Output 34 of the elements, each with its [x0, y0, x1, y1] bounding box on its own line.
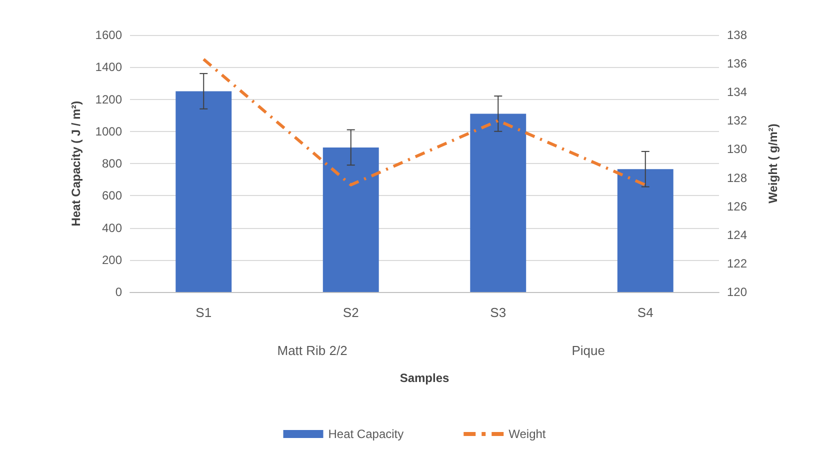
x-tick-label: S4: [637, 305, 654, 320]
y-tick-label: 1600: [95, 28, 122, 42]
y2-axis-title: Weight ( g/m²): [766, 124, 780, 204]
y-tick-label: 0: [115, 285, 122, 299]
x-tick-label: S1: [196, 305, 212, 320]
y-tick-label: 1200: [95, 92, 122, 106]
bar: [470, 114, 526, 292]
y2-tick-label: 126: [727, 199, 748, 214]
legend-label: Weight: [508, 427, 546, 441]
y-tick-label: 400: [102, 220, 122, 235]
bar: [176, 91, 232, 292]
y2-tick-label: 132: [727, 114, 748, 128]
legend-label: Heat Capacity: [328, 427, 404, 441]
x-tick-label: S2: [342, 305, 359, 320]
y2-tick-label: 136: [727, 56, 748, 71]
bar: [322, 147, 379, 292]
y-tick-label: 1000: [95, 124, 122, 138]
y-tick-label: 200: [102, 252, 122, 267]
y2-tick-label: 124: [727, 228, 748, 242]
y2-tick-label: 130: [727, 142, 748, 156]
text: Matt Rib 2/2: [277, 343, 348, 358]
y2-tick-label: 122: [727, 256, 748, 270]
text: Pique: [572, 343, 605, 358]
y2-tick-label: 128: [727, 170, 748, 185]
y-tick-label: 1400: [95, 60, 122, 74]
y-tick-label: 800: [102, 156, 122, 170]
y2-tick-label: 138: [727, 28, 748, 42]
y2-tick-label: 120: [727, 285, 748, 299]
x-axis-title: Samples: [400, 371, 450, 385]
y-tick-label: 600: [102, 188, 122, 203]
y-axis-title: Heat Capacity ( J / m²): [69, 100, 83, 226]
y2-tick-label: 134: [727, 85, 748, 100]
bar: [617, 169, 674, 292]
x-tick-label: S3: [490, 305, 506, 320]
